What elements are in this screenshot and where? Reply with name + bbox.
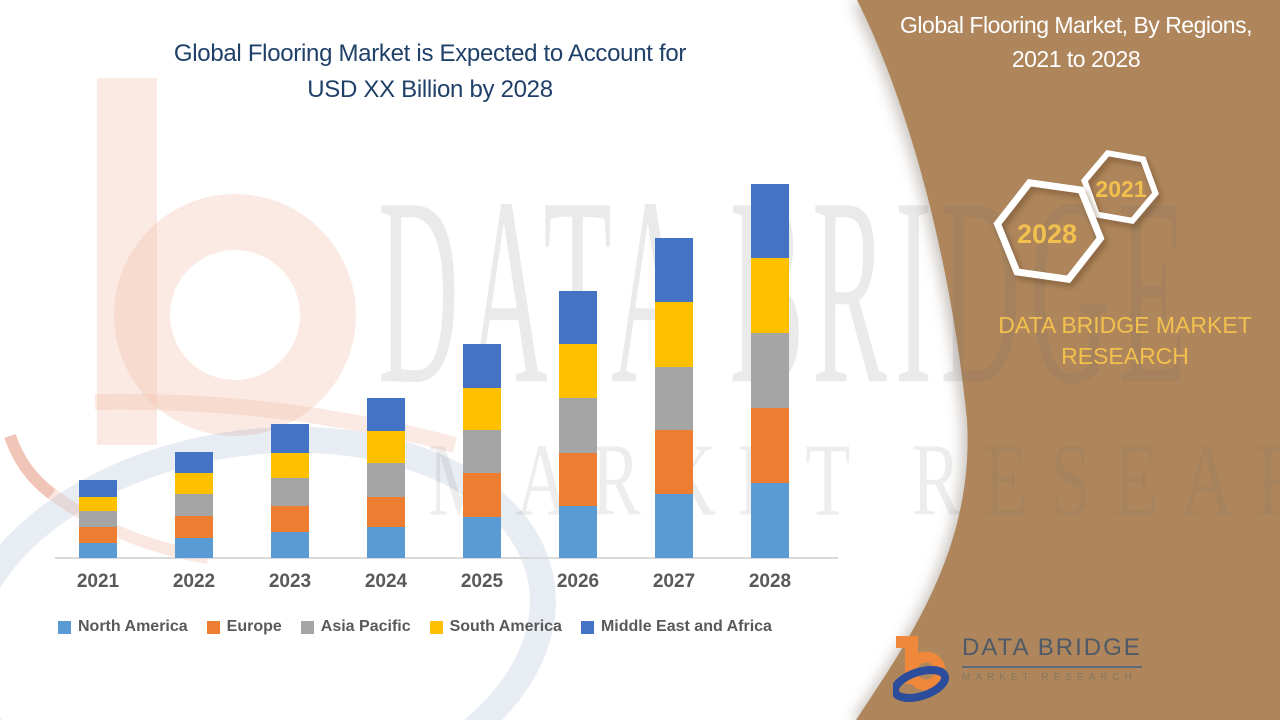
bar-segment-europe-2021 [79, 527, 117, 543]
bar-2028 [751, 184, 789, 558]
chart-title-line2: USD XX Billion by 2028 [307, 76, 553, 103]
panel-brand-text: DATA BRIDGE MARKET RESEARCH [985, 310, 1265, 372]
bar-segment-north-america-2025 [463, 517, 501, 558]
legend-item-north-america: North America [58, 618, 188, 636]
bar-segment-europe-2024 [367, 497, 405, 527]
legend-label: Asia Pacific [320, 618, 411, 635]
panel-brand-line1: DATA BRIDGE MARKET [998, 312, 1252, 338]
bar-segment-europe-2027 [655, 430, 693, 494]
bar-segment-europe-2028 [751, 408, 789, 483]
chart-title: Global Flooring Market is Expected to Ac… [135, 36, 725, 108]
bar-segment-asia-pacific-2021 [79, 511, 117, 527]
bar-segment-asia-pacific-2025 [463, 430, 501, 473]
bar-2021 [79, 480, 117, 558]
legend-swatch-europe [206, 620, 220, 634]
panel-title-line2: 2021 to 2028 [1011, 46, 1141, 72]
bar-2026 [559, 291, 597, 558]
logo-name: DATA BRIDGE [962, 634, 1142, 668]
legend-item-europe: Europe [206, 618, 282, 636]
bar-segment-north-america-2021 [79, 543, 117, 558]
bar-segment-europe-2022 [175, 516, 213, 538]
bar-segment-north-america-2022 [175, 538, 213, 558]
bar-segment-south-america-2022 [175, 473, 213, 494]
bar-segment-north-america-2023 [271, 532, 309, 558]
legend-swatch-middle-east-and-africa [580, 620, 594, 634]
legend-item-south-america: South America [429, 618, 562, 636]
bar-segment-middle-east-and-africa-2026 [559, 291, 597, 344]
panel-title-line1: Global Flooring Market, By Regions, [900, 12, 1252, 38]
legend-swatch-north-america [58, 620, 71, 634]
chart-legend: North America Europe Asia Pacific South Ame… [58, 618, 772, 636]
x-axis-label-2028: 2028 [748, 571, 792, 592]
legend-label: North America [78, 618, 188, 635]
legend-label: Middle East and Africa [600, 618, 772, 635]
bar-segment-middle-east-and-africa-2025 [463, 344, 501, 388]
bar-segment-middle-east-and-africa-2023 [271, 424, 309, 453]
bar-segment-europe-2025 [463, 473, 501, 517]
x-axis-label-2022: 2022 [172, 571, 216, 592]
bar-2027 [655, 238, 693, 558]
bar-segment-south-america-2027 [655, 302, 693, 367]
side-panel-shape [856, 0, 1280, 720]
bar-segment-europe-2023 [271, 506, 309, 532]
bar-segment-middle-east-and-africa-2024 [367, 398, 405, 431]
bar-segment-north-america-2027 [655, 494, 693, 558]
bar-segment-asia-pacific-2024 [367, 463, 405, 497]
x-axis-label-2023: 2023 [268, 571, 312, 592]
bar-segment-asia-pacific-2027 [655, 367, 693, 430]
bar-segment-asia-pacific-2028 [751, 333, 789, 408]
bar-2024 [367, 398, 405, 558]
bar-segment-middle-east-and-africa-2028 [751, 184, 789, 258]
x-axis-label-2026: 2026 [556, 571, 600, 592]
bar-segment-north-america-2026 [559, 506, 597, 558]
x-axis-label-2021: 2021 [76, 571, 120, 592]
x-axis-label-2025: 2025 [460, 571, 504, 592]
logo-blue-swoosh [893, 666, 950, 702]
bar-segment-north-america-2024 [367, 527, 405, 558]
bar-segment-south-america-2021 [79, 497, 117, 511]
panel-title: Global Flooring Market, By Regions, 2021… [876, 8, 1276, 76]
bar-segment-europe-2026 [559, 453, 597, 506]
data-bridge-logo: DATA BRIDGE MARKET RESEARCH [893, 634, 1142, 702]
bar-segment-asia-pacific-2026 [559, 398, 597, 453]
bar-segment-south-america-2026 [559, 344, 597, 398]
bar-segment-north-america-2028 [751, 483, 789, 558]
bar-2023 [271, 424, 309, 558]
bar-segment-asia-pacific-2022 [175, 494, 213, 516]
legend-item-middle-east-and-africa: Middle East and Africa [580, 618, 772, 636]
legend-swatch-south-america [429, 620, 443, 634]
bar-segment-south-america-2025 [463, 388, 501, 430]
panel-brand-line2: RESEARCH [1061, 343, 1189, 369]
data-bridge-logo-icon [893, 636, 950, 702]
logo-subtitle: MARKET RESEARCH [962, 672, 1137, 683]
bar-segment-south-america-2028 [751, 258, 789, 333]
logo-wordmark: DATA BRIDGE MARKET RESEARCH [962, 634, 1142, 683]
bar-segment-south-america-2023 [271, 453, 309, 478]
bar-segment-middle-east-and-africa-2021 [79, 480, 117, 497]
x-axis-label-2027: 2027 [652, 571, 696, 592]
legend-label: South America [449, 618, 562, 635]
chart-title-line1: Global Flooring Market is Expected to Ac… [173, 40, 687, 67]
legend-label: Europe [226, 618, 282, 635]
bar-segment-middle-east-and-africa-2022 [175, 452, 213, 473]
x-axis-label-2024: 2024 [364, 571, 408, 592]
bar-segment-asia-pacific-2023 [271, 478, 309, 506]
x-axis-line [55, 557, 838, 559]
bar-segment-middle-east-and-africa-2027 [655, 238, 693, 302]
bar-2022 [175, 452, 213, 558]
legend-item-asia-pacific: Asia Pacific [300, 618, 411, 636]
bar-segment-south-america-2024 [367, 431, 405, 463]
legend-swatch-asia-pacific [300, 620, 314, 634]
bar-2025 [463, 344, 501, 558]
